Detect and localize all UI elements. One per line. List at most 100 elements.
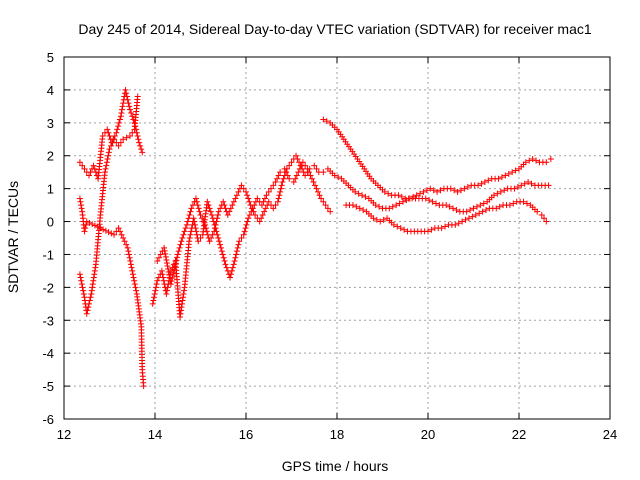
data-point — [118, 109, 125, 116]
data-point — [149, 300, 156, 307]
data-point — [442, 223, 449, 230]
data-point — [496, 203, 503, 210]
data-point — [396, 200, 403, 207]
data-point — [168, 278, 175, 285]
data-point — [208, 235, 215, 241]
data-point — [158, 267, 165, 274]
data-point — [117, 228, 124, 235]
data-point — [136, 139, 143, 146]
data-point — [395, 192, 402, 199]
data-point — [286, 162, 293, 169]
data-point — [469, 213, 476, 220]
data-point — [320, 198, 327, 205]
data-point — [512, 167, 519, 174]
data-point — [302, 172, 309, 179]
data-point — [126, 132, 133, 139]
data-point — [236, 238, 243, 245]
data-point — [155, 254, 162, 261]
data-point — [465, 215, 472, 222]
data-point — [217, 205, 224, 212]
data-point — [520, 198, 527, 205]
data-point — [214, 215, 221, 222]
data-point — [80, 287, 87, 294]
data-point — [359, 192, 366, 199]
data-point — [209, 231, 216, 238]
data-point — [274, 175, 281, 182]
data-point — [106, 146, 113, 153]
data-point — [120, 235, 127, 241]
y-tick-label: -4 — [42, 346, 54, 361]
data-point — [296, 159, 303, 166]
data-point — [281, 172, 288, 179]
data-point — [231, 258, 238, 265]
data-point — [94, 223, 101, 230]
data-point — [100, 226, 107, 233]
data-point — [79, 162, 86, 169]
data-point — [308, 175, 315, 182]
chart-title: Day 245 of 2014, Sidereal Day-to-day VTE… — [78, 21, 591, 37]
data-point — [131, 281, 138, 288]
data-point — [89, 221, 96, 228]
data-point — [490, 192, 497, 199]
data-point — [120, 136, 127, 143]
data-point — [163, 259, 170, 266]
data-point — [111, 136, 118, 143]
data-point — [277, 188, 284, 195]
data-point — [538, 211, 545, 218]
data-point — [123, 241, 130, 248]
y-tick-label: -3 — [42, 313, 54, 328]
data-point — [335, 174, 342, 181]
data-point — [464, 183, 471, 190]
data-point — [258, 202, 265, 209]
data-point — [191, 218, 198, 225]
data-point — [360, 207, 367, 214]
x-tick-label: 16 — [239, 427, 253, 442]
data-point — [521, 180, 528, 187]
data-point — [224, 211, 231, 218]
data-point — [139, 149, 146, 156]
data-point — [86, 219, 93, 226]
data-point — [232, 254, 239, 261]
data-point — [260, 198, 267, 205]
data-point — [252, 211, 259, 218]
data-point — [169, 275, 176, 282]
data-point — [238, 235, 245, 241]
data-point — [432, 200, 439, 207]
data-point — [263, 192, 270, 199]
y-tick-label: -5 — [42, 379, 54, 394]
data-point — [126, 251, 132, 258]
data-point — [534, 208, 541, 215]
data-point — [495, 175, 502, 182]
data-point — [206, 238, 213, 245]
data-point — [362, 193, 369, 200]
data-point — [280, 175, 287, 182]
data-point — [403, 197, 410, 204]
data-point — [105, 129, 112, 136]
data-point — [241, 228, 248, 235]
data-point — [79, 284, 86, 291]
x-tick-label: 24 — [603, 427, 617, 442]
data-point — [385, 190, 392, 197]
x-tick-label: 18 — [330, 427, 344, 442]
data-point — [116, 119, 123, 126]
data-point — [238, 182, 245, 189]
data-point — [423, 187, 430, 194]
data-point — [91, 165, 98, 172]
data-point — [87, 294, 94, 301]
data-point — [129, 267, 136, 274]
data-point — [247, 202, 254, 209]
data-point — [180, 290, 187, 297]
data-point — [152, 284, 159, 291]
data-point — [356, 205, 363, 212]
data-point — [398, 193, 405, 200]
data-point — [160, 277, 167, 284]
data-point — [510, 200, 517, 207]
data-point — [126, 106, 133, 113]
data-point — [277, 185, 284, 192]
data-point — [102, 227, 109, 234]
data-point — [274, 198, 281, 205]
y-tick-label: 0 — [47, 215, 54, 230]
data-point — [229, 264, 236, 271]
data-point — [181, 228, 188, 235]
data-point — [121, 238, 128, 245]
